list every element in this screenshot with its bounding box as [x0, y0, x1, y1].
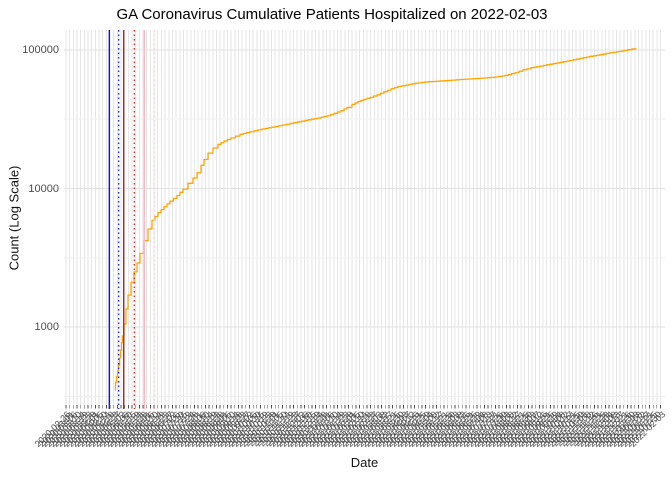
- series-lines: [114, 48, 637, 391]
- y-tick-label: 10000: [28, 182, 59, 195]
- y-tick-label: 1000: [34, 321, 59, 333]
- y-axis-title: Count (Log Scale): [6, 165, 22, 271]
- series-line-cumulative-patients-hospitalized: [114, 48, 637, 391]
- vertical-gridlines: [65, 30, 661, 405]
- x-axis-title: Date: [350, 455, 379, 470]
- x-tick-marks: [65, 405, 661, 409]
- chart-title: GA Coronavirus Cumulative Patients Hospi…: [116, 6, 548, 23]
- y-tick-label: 100000: [22, 44, 59, 56]
- event-lines: [108, 30, 155, 409]
- horizontal-gridlines: [64, 49, 665, 397]
